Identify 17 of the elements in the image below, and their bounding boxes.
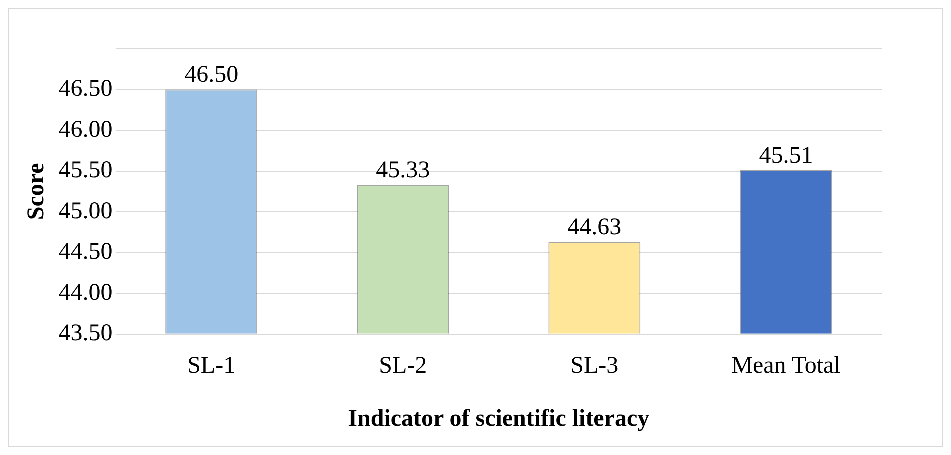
x-tick-label: Mean Total bbox=[732, 353, 842, 380]
y-tick-label: 46.50 bbox=[58, 76, 113, 102]
x-tick-label: SL-2 bbox=[379, 353, 428, 380]
x-tick-label: SL-3 bbox=[570, 353, 619, 380]
x-tick-label: SL-1 bbox=[188, 353, 236, 380]
data-label: 44.63 bbox=[568, 214, 622, 241]
y-tick-label: 43.50 bbox=[58, 320, 113, 347]
y-tick-label: 44.00 bbox=[58, 280, 113, 306]
y-tick-label: 45.00 bbox=[58, 198, 113, 224]
y-tick-label: 44.50 bbox=[58, 239, 113, 266]
y-axis-title: Score bbox=[24, 162, 50, 220]
x-axis-title: Indicator of scientific literacy bbox=[348, 406, 650, 432]
data-label: 45.33 bbox=[376, 157, 430, 184]
data-label: 45.51 bbox=[759, 142, 814, 169]
y-tick-label: 45.50 bbox=[58, 158, 113, 184]
y-tick-label: 46.00 bbox=[58, 116, 113, 143]
data-label: 46.50 bbox=[184, 62, 239, 88]
